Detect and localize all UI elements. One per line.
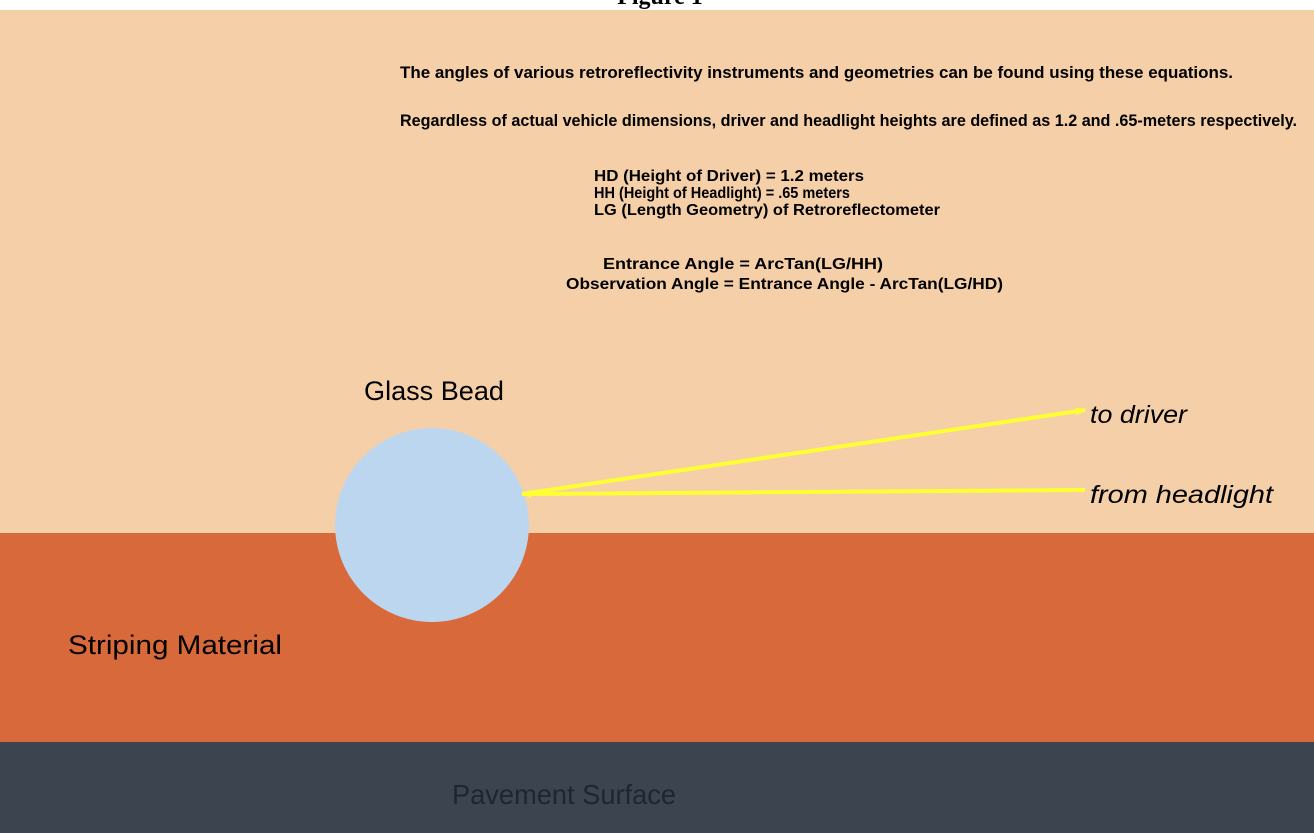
figure: Figure 1 The angles of various retrorefl…	[0, 0, 1314, 833]
equation: Entrance Angle = ArcTan(LG/HH)	[603, 256, 883, 273]
headlight-label: from headlight	[1090, 481, 1274, 509]
glass-bead	[335, 428, 529, 622]
figure-title: Figure 1	[617, 0, 703, 10]
bead-label: Glass Bead	[364, 376, 504, 406]
definition: LG (Length Geometry) of Retroreflectomet…	[594, 202, 940, 219]
definition: HH (Height of Headlight) = .65 meters	[594, 185, 850, 202]
striping-label: Striping Material	[68, 630, 282, 660]
intro-line: The angles of various retroreflectivity …	[400, 63, 1233, 82]
driver-label: to driver	[1090, 401, 1189, 429]
equation: Observation Angle = Entrance Angle - Arc…	[566, 276, 1003, 293]
definition: HD (Height of Driver) = 1.2 meters	[594, 168, 864, 185]
pavement-label: Pavement Surface	[452, 779, 676, 810]
intro-line: Regardless of actual vehicle dimensions,…	[400, 111, 1297, 130]
